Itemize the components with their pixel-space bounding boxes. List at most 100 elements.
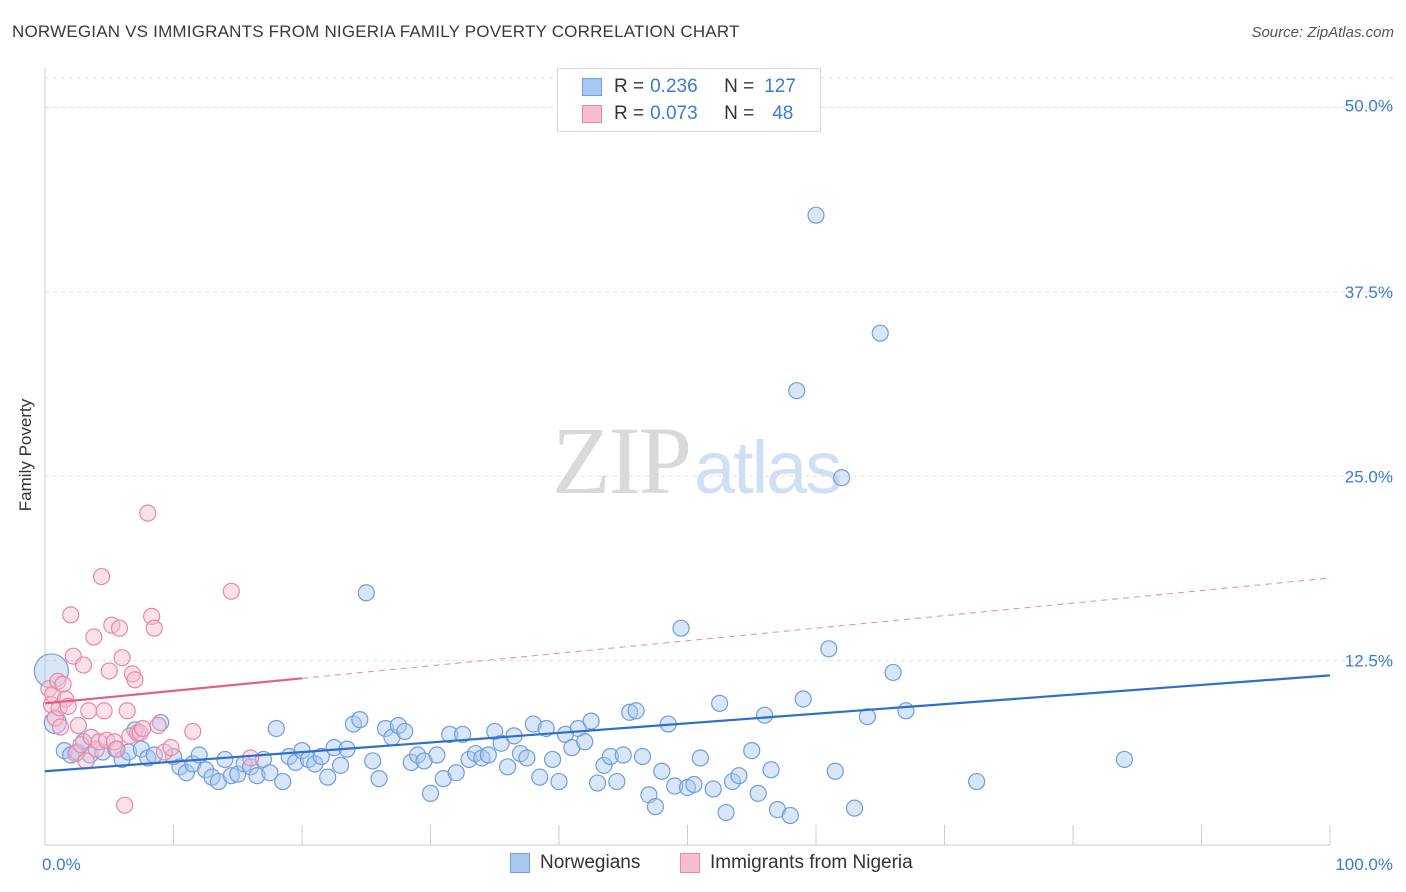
point-nigeria xyxy=(46,709,64,727)
legend-row-norwegians: R = 0.236 N = 127 xyxy=(582,76,796,98)
point-nigeria xyxy=(145,619,163,637)
point-nigeria xyxy=(134,719,152,738)
point-norwegians xyxy=(447,764,465,782)
point-nigeria xyxy=(92,567,111,586)
series-legend: Norwegians Immigrants from Nigeria xyxy=(0,852,1406,878)
point-norwegians xyxy=(267,719,285,738)
y-axis-label: Family Poverty xyxy=(16,398,35,512)
point-norwegians xyxy=(730,767,748,785)
point-norwegians xyxy=(274,772,292,791)
point-nigeria xyxy=(85,628,103,646)
trendline-nigeria xyxy=(44,677,303,705)
point-norwegians xyxy=(627,702,645,720)
point-norwegians xyxy=(421,784,440,802)
point-norwegians xyxy=(177,764,195,782)
point-norwegians xyxy=(550,772,568,791)
point-nigeria xyxy=(162,739,180,757)
point-norwegians xyxy=(711,694,729,713)
point-norwegians xyxy=(248,767,266,785)
point-norwegians xyxy=(601,747,620,766)
point-norwegians xyxy=(492,734,510,752)
point-nigeria xyxy=(74,656,93,674)
point-norwegians xyxy=(666,777,684,795)
point-norwegians xyxy=(441,725,459,743)
point-norwegians xyxy=(33,653,70,689)
point-nigeria xyxy=(100,662,118,680)
point-norwegians xyxy=(781,806,799,825)
legend-n-label: N = xyxy=(724,103,755,124)
legend-n-label: N = xyxy=(724,76,755,97)
point-norwegians xyxy=(1115,750,1134,769)
point-norwegians xyxy=(242,758,260,776)
point-norwegians xyxy=(807,206,825,224)
legend-r-label: R = xyxy=(614,76,645,97)
point-norwegians xyxy=(633,747,652,766)
point-norwegians xyxy=(723,772,742,791)
point-nigeria xyxy=(149,716,167,735)
point-norwegians xyxy=(755,706,774,724)
point-nigeria xyxy=(222,582,240,600)
point-norwegians xyxy=(331,756,350,774)
point-norwegians xyxy=(524,715,542,733)
point-norwegians xyxy=(826,762,844,780)
point-norwegians xyxy=(319,768,337,786)
point-nigeria xyxy=(242,749,260,767)
y-tick-label: 25.0% xyxy=(1345,467,1393,486)
point-nigeria xyxy=(62,606,80,624)
point-nigeria xyxy=(110,619,129,637)
legend-r-value: 0.236 xyxy=(650,76,698,97)
point-norwegians xyxy=(229,765,247,783)
legend-n-value: 127 xyxy=(764,76,796,97)
point-norwegians xyxy=(858,708,877,726)
point-norwegians xyxy=(691,749,709,767)
legend-swatch-nigeria xyxy=(582,105,602,123)
point-norwegians xyxy=(743,741,761,760)
point-norwegians xyxy=(704,780,722,798)
point-norwegians xyxy=(351,711,369,729)
point-nigeria xyxy=(139,504,157,522)
chart-title: NORWEGIAN VS IMMIGRANTS FROM NIGERIA FAM… xyxy=(12,22,740,41)
point-norwegians xyxy=(325,739,343,757)
point-norwegians xyxy=(312,747,330,766)
series-swatch-norwegians xyxy=(510,853,530,873)
point-norwegians xyxy=(833,469,851,487)
point-norwegians xyxy=(621,703,639,721)
point-norwegians xyxy=(653,762,671,780)
legend-swatch-norwegians xyxy=(582,78,602,96)
point-norwegians xyxy=(820,640,838,658)
legend-row-nigeria: R = 0.073 N = 48 xyxy=(582,103,793,125)
series-label-norwegians: Norwegians xyxy=(540,852,641,873)
point-norwegians xyxy=(454,725,472,743)
point-nigeria xyxy=(51,718,70,736)
point-norwegians xyxy=(370,770,388,788)
point-nigeria xyxy=(116,796,134,814)
point-nigeria xyxy=(80,702,98,720)
point-norwegians xyxy=(762,761,780,779)
point-norwegians xyxy=(396,722,414,741)
point-norwegians xyxy=(595,756,613,774)
point-nigeria xyxy=(108,740,126,758)
trendline-norwegians xyxy=(44,674,1331,773)
point-norwegians xyxy=(222,767,240,785)
point-norwegians xyxy=(479,746,497,764)
point-nigeria xyxy=(69,716,88,735)
x-tick-label: 100.0% xyxy=(1335,855,1393,874)
point-norwegians xyxy=(646,798,664,816)
series-legend-norwegians: Norwegians xyxy=(510,852,640,874)
point-norwegians xyxy=(749,784,767,802)
point-norwegians xyxy=(788,382,806,400)
point-norwegians xyxy=(216,750,234,769)
point-norwegians xyxy=(357,584,375,602)
point-norwegians xyxy=(608,772,626,791)
point-norwegians xyxy=(364,752,382,770)
point-norwegians xyxy=(794,690,812,708)
point-norwegians xyxy=(672,619,690,637)
point-norwegians xyxy=(261,764,279,782)
point-norwegians xyxy=(428,746,446,764)
point-norwegians xyxy=(582,712,600,730)
series-label-nigeria: Immigrants from Nigeria xyxy=(710,852,913,873)
point-norwegians xyxy=(871,324,889,342)
point-norwegians xyxy=(152,713,170,732)
point-norwegians xyxy=(845,799,864,817)
